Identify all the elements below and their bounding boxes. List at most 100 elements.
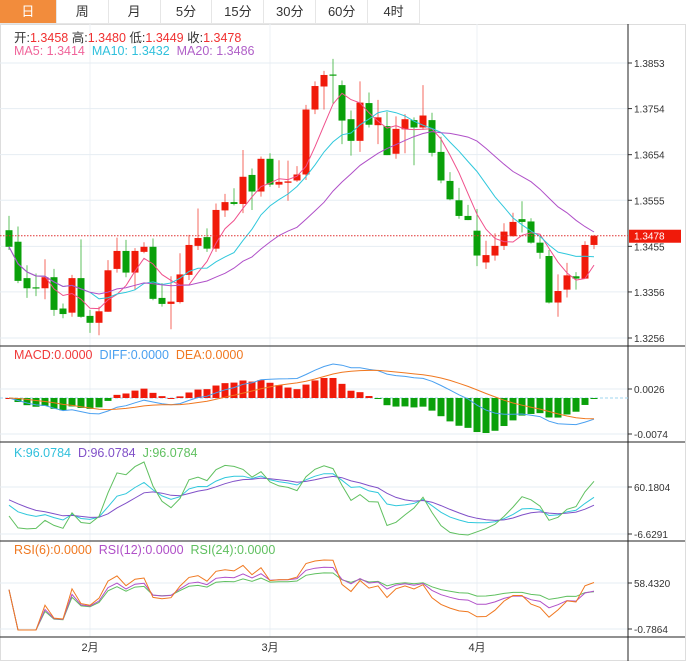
macd-bar (230, 382, 238, 398)
macd-bar (284, 387, 292, 398)
dea-value: DEA:0.0000 (175, 348, 244, 362)
candle-up (41, 277, 49, 289)
candle-up (311, 86, 319, 110)
candle-down (329, 74, 337, 76)
last-price-label: 1.3478 (634, 232, 665, 243)
candle-up (185, 244, 193, 275)
macd-bar (158, 396, 166, 398)
candle-up (104, 270, 112, 312)
macd-tick-label: -0.0074 (634, 430, 668, 441)
tab-7[interactable]: 4时 (368, 0, 421, 23)
macd-bar (383, 398, 391, 406)
candle-up (68, 278, 76, 313)
candle-down (5, 230, 13, 247)
candle-up (113, 250, 121, 269)
ma5-value: MA5: 1.3414 (14, 44, 85, 58)
d-value: D:96.0784 (77, 446, 136, 460)
period-tabs: 日周月 5分 15分 30分 60分 4时 (0, 0, 421, 24)
macd-bar (482, 398, 490, 433)
macd-bar (149, 392, 157, 398)
close-label: 收: (187, 31, 204, 45)
candle-down (383, 126, 391, 156)
ma5-line (8, 92, 595, 310)
j-value: J:96.0784 (142, 446, 198, 460)
macd-bar (140, 388, 148, 398)
candle-down (437, 151, 445, 181)
ma10-line (8, 110, 595, 300)
month-label: 3月 (261, 642, 278, 654)
macd-bar (410, 398, 418, 408)
macd-bar (212, 385, 220, 398)
macd-bar (104, 398, 112, 401)
diff-line (8, 363, 595, 426)
macd-bar (464, 398, 472, 428)
k-value: K:96.0784 (14, 446, 71, 460)
ohlc-readout: 开:1.3458 高:1.3480 低:1.3449 收:1.3478 (14, 27, 241, 46)
candle-up (320, 74, 328, 87)
kdj-tick-label: 60.1804 (634, 483, 671, 494)
candle-down (410, 120, 418, 128)
candle-down (230, 202, 238, 204)
candle-down (338, 85, 346, 121)
kdj-tick-label: -6.6291 (634, 530, 668, 541)
candle-down (536, 242, 544, 253)
macd-bar (311, 380, 319, 398)
price-tick-label: 1.3754 (634, 105, 665, 116)
low-value: 1.3449 (145, 31, 184, 45)
candle-down (59, 308, 67, 315)
chart-frame (0, 24, 686, 661)
tab-6[interactable]: 60分 (316, 0, 369, 23)
ma-readout: MA5: 1.3414 MA10: 1.3432 MA20: 1.3486 (14, 44, 254, 58)
macd-tick-label: 0.0026 (634, 385, 665, 396)
candle-up (131, 250, 139, 273)
candle-down (50, 277, 58, 310)
macd-bar (518, 398, 526, 416)
candle-down (158, 297, 166, 304)
macd-bar (572, 398, 580, 412)
macd-bar (194, 389, 202, 398)
rsi6-value: RSI(6):0.0000 (14, 543, 92, 557)
low-label: 低: (129, 31, 146, 45)
macd-bar (176, 396, 184, 398)
tab-3[interactable]: 5分 (161, 0, 213, 23)
macd-bar (455, 398, 463, 426)
macd-bar (302, 384, 310, 398)
macd-bar (374, 398, 382, 399)
macd-bar (347, 390, 355, 398)
ma10-value: MA10: 1.3432 (91, 44, 170, 58)
macd-bar (221, 383, 229, 398)
macd-bar (131, 390, 139, 398)
candle-down (86, 315, 94, 323)
candle-up (284, 181, 292, 183)
macd-bar (401, 398, 409, 407)
tab-1[interactable]: 周 (57, 0, 109, 23)
last-price-badge (629, 229, 681, 243)
candle-up (509, 221, 517, 237)
candle-down (23, 278, 31, 289)
candle-down (266, 158, 274, 185)
macd-bar (509, 398, 517, 421)
candle-up (401, 119, 409, 130)
candle-up (293, 174, 301, 181)
ma20-line (8, 131, 595, 295)
macd-bar (122, 393, 130, 398)
price-tick-label: 1.3853 (634, 59, 665, 70)
open-value: 1.3458 (29, 31, 69, 45)
candle-up (419, 115, 427, 128)
candle-down (473, 230, 481, 256)
candle-up (500, 231, 508, 246)
candle-up (392, 128, 400, 154)
macd-bar (428, 398, 436, 411)
candle-down (248, 174, 256, 192)
tab-4[interactable]: 15分 (212, 0, 265, 23)
price-tick-label: 1.3555 (634, 196, 665, 207)
candle-up (581, 244, 589, 279)
macd-bar (581, 398, 589, 405)
candle-down (122, 250, 130, 273)
macd-bar (329, 377, 337, 398)
tab-0[interactable]: 日 (0, 0, 57, 23)
tab-5[interactable]: 30分 (264, 0, 317, 23)
k-line (8, 473, 595, 524)
tab-2[interactable]: 月 (109, 0, 161, 23)
